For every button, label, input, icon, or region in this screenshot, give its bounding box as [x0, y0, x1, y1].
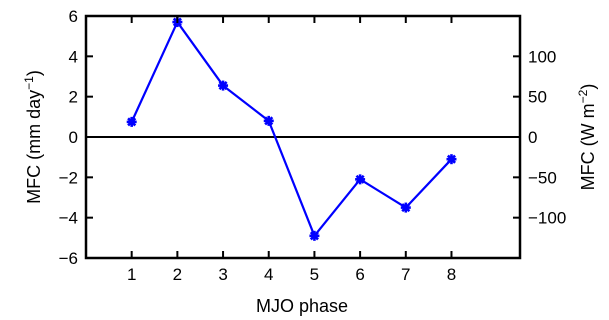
right-y-tick-label: −50 [528, 168, 557, 187]
right-y-tick-label: 100 [528, 47, 556, 66]
x-axis-label: MJO phase [256, 296, 348, 316]
right-y-tick-label: 50 [528, 88, 547, 107]
data-point-marker [400, 202, 411, 213]
left-y-tick-label: 0 [69, 128, 78, 147]
x-tick-label: 3 [218, 265, 227, 284]
left-y-tick-label: 4 [69, 47, 78, 66]
left-y-axis-label: MFC (mm day−1) [22, 70, 44, 204]
x-axis: 1 2 3 4 5 6 7 8 [127, 16, 456, 284]
left-y-axis: −6 −4 −2 0 2 4 6 [59, 7, 93, 268]
series-line [130, 20, 453, 237]
right-y-axis-label: MFC (W m−2) [576, 84, 598, 191]
x-tick-label: 4 [264, 265, 273, 284]
x-tick-label: 6 [355, 265, 364, 284]
left-y-tick-label: 6 [69, 7, 78, 26]
x-tick-label: 8 [447, 265, 456, 284]
left-y-tick-label: 2 [69, 88, 78, 107]
right-y-tick-label: −100 [528, 209, 566, 228]
data-point-marker [263, 115, 274, 126]
data-point-marker [218, 80, 229, 91]
x-tick-label: 1 [127, 265, 136, 284]
x-tick-label: 7 [401, 265, 410, 284]
left-y-tick-label: −4 [59, 209, 78, 228]
right-y-axis: −100 −50 0 50 100 [513, 47, 566, 228]
data-point-marker [126, 116, 137, 127]
series-layer [126, 17, 457, 241]
data-point-marker [446, 154, 457, 165]
x-tick-label: 2 [173, 265, 182, 284]
right-y-tick-label: 0 [528, 128, 537, 147]
x-tick-label: 5 [310, 265, 319, 284]
data-point-marker [355, 174, 366, 185]
left-y-tick-label: −2 [59, 168, 78, 187]
data-point-marker [309, 230, 320, 241]
left-y-tick-label: −6 [59, 249, 78, 268]
